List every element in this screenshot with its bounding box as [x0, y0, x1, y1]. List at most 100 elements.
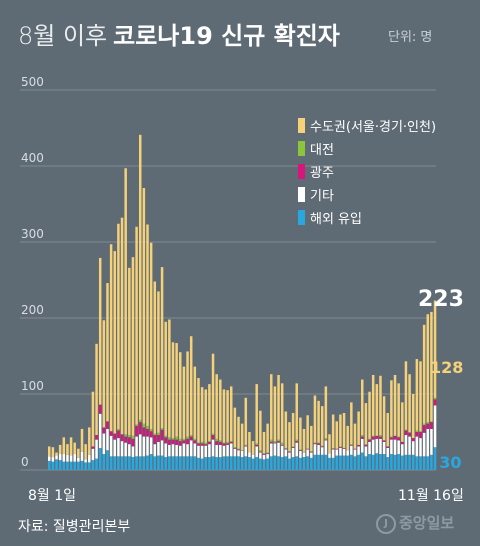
bar-segment-other [208, 444, 211, 458]
bar-segment-imported [259, 458, 262, 470]
bar-segment-daejeon [371, 435, 375, 437]
bar-segment-daejeon [124, 434, 127, 437]
bar-segment-gwangju [291, 447, 295, 448]
bar-segment-imported [84, 462, 87, 470]
title-light: 8월 이후 [18, 22, 108, 50]
bar-segment-other [430, 428, 433, 455]
bar-segment-daejeon [182, 438, 186, 441]
bar-segment-gwangju [142, 427, 146, 437]
bar-segment-daejeon [430, 421, 433, 423]
bar-segment-imported [66, 461, 69, 470]
bar-segment-capital [229, 386, 233, 442]
bar-segment-gwangju [197, 443, 200, 446]
bar-segment-other [149, 437, 153, 455]
bar-segment-imported [368, 454, 371, 470]
bar-segment-gwangju [113, 433, 116, 440]
bar-segment-gwangju [426, 423, 430, 429]
bar-segment-imported [142, 456, 146, 470]
bar-segment-imported [371, 454, 375, 470]
bar-segment-other [393, 439, 397, 455]
bar-segment-other [153, 444, 157, 457]
bar-segment-imported [48, 460, 51, 470]
bar-segment-imported [58, 460, 62, 470]
bar-segment-capital [299, 417, 302, 450]
bar-segment-imported [251, 458, 255, 470]
bar-segment-other [379, 438, 382, 455]
bar-segment-other [397, 440, 400, 455]
bar-segment-imported [346, 455, 349, 470]
annotation-capital-last: 128 [430, 358, 463, 377]
bar-segment-imported [160, 455, 164, 470]
bar-segment-daejeon [237, 448, 240, 450]
unit-label: 단위: 명 [388, 30, 433, 45]
bar-segment-imported [390, 454, 393, 470]
bar-segment-gwangju [186, 438, 189, 445]
bar-segment-gwangju [160, 429, 164, 441]
bar-segment-other [375, 438, 379, 454]
bar-segment-imported [157, 455, 160, 470]
bar-segment-imported [317, 454, 320, 470]
bar-segment-capital [102, 320, 106, 428]
bar-segment-other [146, 436, 149, 456]
chart-title: 8월 이후 코로나19 신규 확진자 [18, 16, 340, 51]
bar-segment-capital [91, 391, 95, 447]
title-bold: 코로나19 신규 확진자 [113, 22, 340, 50]
legend-swatch-imported [298, 210, 305, 225]
bar-segment-imported [106, 450, 109, 470]
bar-segment-gwangju [368, 439, 371, 442]
bar-segment-other [84, 459, 87, 463]
y-tick-label: 300 [21, 227, 44, 241]
bar-segment-other [401, 444, 404, 456]
bar-segment-gwangju [138, 422, 142, 435]
bar-segment-daejeon [146, 425, 149, 429]
bar-segment-capital [211, 353, 215, 434]
bar-segment-other [58, 454, 62, 461]
bar-segment-gwangju [128, 437, 131, 445]
bar-segment-imported [197, 457, 200, 470]
bar-segment-capital [371, 375, 375, 436]
bar-segment-daejeon [419, 431, 422, 432]
bar-segment-capital [353, 423, 357, 449]
bar-segment-daejeon [273, 441, 277, 443]
bar-segment-imported [324, 454, 328, 470]
bar-segment-imported [393, 454, 397, 470]
bar-segment-daejeon [433, 397, 437, 400]
bar-segment-capital [164, 321, 167, 436]
bar-segment-daejeon [189, 435, 193, 437]
bar-segment-other [171, 444, 175, 457]
bar-segment-daejeon [204, 442, 207, 445]
bar-segment-daejeon [310, 451, 313, 452]
bar-segment-capital [208, 384, 211, 442]
bar-segment-gwangju [124, 436, 127, 443]
bar-segment-imported [69, 461, 73, 470]
bar-segment-gwangju [371, 436, 375, 440]
bar-segment-imported [77, 461, 80, 470]
bar-segment-daejeon [397, 436, 400, 438]
bar-segment-imported [422, 456, 426, 470]
bar-segment-other [302, 452, 306, 458]
bar-segment-imported [149, 454, 153, 470]
bar-segment-gwangju [364, 444, 368, 447]
bar-segment-imported [131, 457, 135, 470]
bar-segment-gwangju [91, 446, 95, 449]
bar-segment-other [419, 438, 422, 457]
bar-segment-capital [48, 446, 51, 457]
bar-segment-other [306, 449, 309, 457]
bar-segment-imported [80, 460, 84, 470]
legend-label-daejeon: 대전 [310, 143, 334, 158]
bar-segment-other [98, 413, 102, 448]
bar-segment-capital [368, 391, 371, 439]
bar-segment-gwangju [415, 432, 419, 437]
bar-segment-imported [204, 457, 207, 470]
bar-segment-other [113, 439, 116, 457]
bar-segment-gwangju [350, 444, 353, 446]
bar-segment-gwangju [335, 448, 339, 450]
bar-segment-other [415, 436, 419, 457]
legend-swatch-gwangju [298, 164, 305, 179]
bar-segment-capital [182, 366, 186, 439]
bar-segment-daejeon [128, 435, 131, 438]
bar-segment-daejeon [280, 442, 284, 445]
bar-segment-capital [364, 403, 368, 445]
bar-segment-other [124, 442, 127, 457]
